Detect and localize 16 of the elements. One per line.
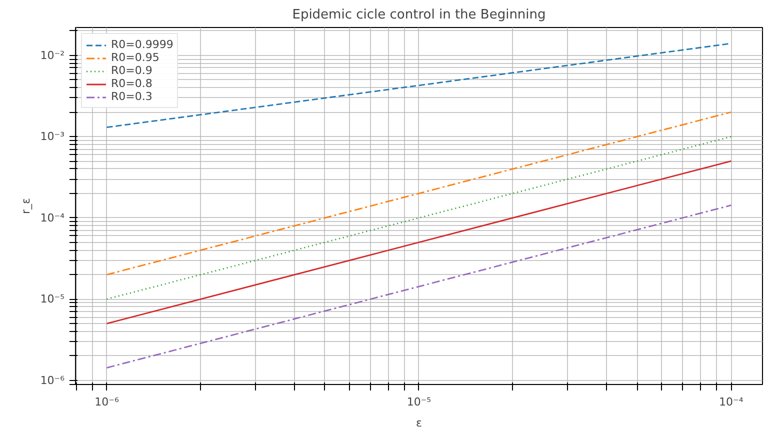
y-tick-label: 10⁻⁶ [40,374,66,387]
legend-label: R0=0.9 [111,64,152,77]
y-tick-label: 10⁻² [40,48,65,62]
chart-title: Epidemic cicle control in the Beginning [292,8,546,22]
legend-label: R0=0.3 [111,90,152,103]
y-tick-label: 10⁻⁴ [40,211,66,224]
x-axis-title: ε [416,416,422,430]
x-tick-label: 10⁻⁵ [406,396,432,408]
y-axis-title: r_ε [19,198,32,214]
x-tick-label: 10⁻⁶ [94,396,120,408]
legend-label: R0=0.9999 [111,38,174,51]
y-tick-label: 10⁻³ [40,130,65,144]
legend-label: R0=0.8 [111,77,152,90]
x-tick-label: 10⁻⁴ [719,396,744,408]
y-tick-label: 10⁻⁵ [40,292,65,306]
legend-label: R0=0.95 [111,51,160,64]
